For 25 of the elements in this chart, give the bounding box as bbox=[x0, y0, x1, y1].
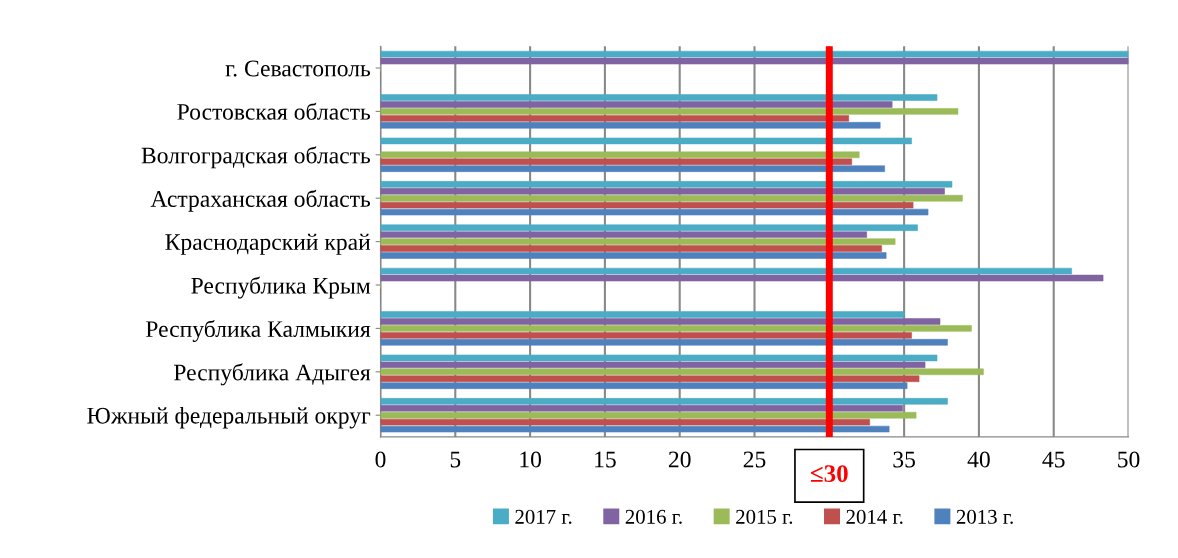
x-tick-label: 0 bbox=[375, 451, 386, 468]
x-tick-label: 10 bbox=[520, 451, 542, 468]
legend-label: 2016 г. bbox=[625, 509, 682, 524]
y-tick-label: Республика Крым bbox=[191, 276, 371, 299]
x-tick-label: 50 bbox=[1118, 451, 1140, 468]
legend-label: 2013 г. bbox=[956, 509, 1013, 524]
x-tick-label: 25 bbox=[743, 451, 766, 468]
legend-label: 2015 г. bbox=[736, 509, 793, 524]
x-tick-label: 40 bbox=[967, 451, 990, 468]
x-tick-label: 35 bbox=[893, 451, 915, 468]
legend-label: 2017 г. bbox=[515, 509, 572, 524]
y-tick-label: Южный федеральный округ bbox=[87, 407, 371, 429]
x-tick-label: 15 bbox=[595, 451, 616, 468]
x-tick-label: 45 bbox=[1042, 451, 1065, 468]
x-tick-label: 5 bbox=[450, 451, 461, 468]
y-tick-label: Республика Адыгея bbox=[174, 363, 371, 386]
x-tick-label: 20 bbox=[668, 451, 691, 468]
y-tick-label: Астраханская область bbox=[150, 189, 371, 212]
y-tick-label: Республика Калмыкия bbox=[145, 319, 371, 342]
y-tick-label: Краснодарский край bbox=[165, 233, 371, 255]
legend-label: 2014 г. bbox=[846, 509, 903, 524]
y-tick-label: г. Севастополь bbox=[225, 60, 371, 77]
ref-line-label: ≤30 bbox=[811, 465, 848, 483]
y-tick-label: Волгоградская область bbox=[141, 146, 371, 169]
y-tick-label: Ростовская область bbox=[177, 102, 371, 120]
